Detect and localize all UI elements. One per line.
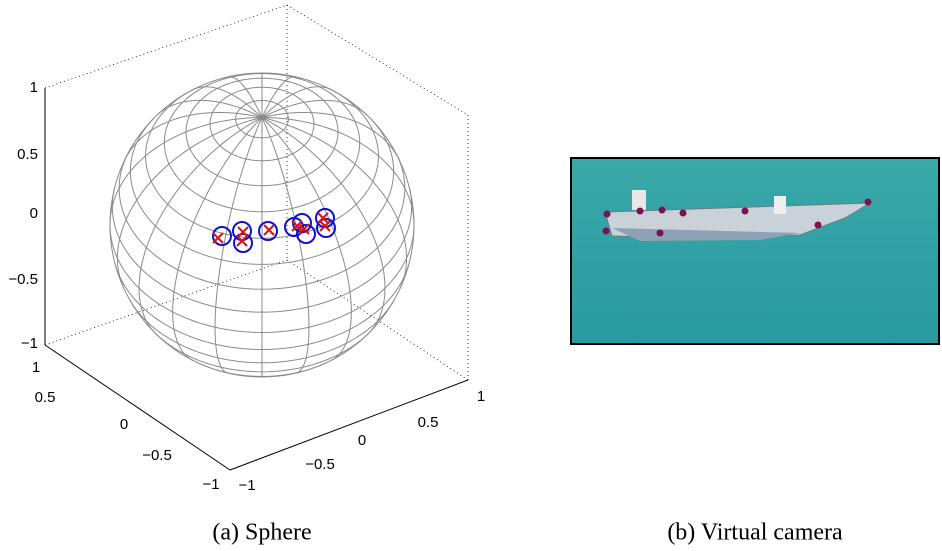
mesh-line [262, 77, 296, 118]
cross-marker [318, 213, 328, 223]
cross-marker [264, 225, 274, 235]
camera-image [571, 158, 939, 344]
tick-label: −1 [238, 477, 255, 494]
tick-label: 0.5 [418, 414, 439, 431]
mesh-line [262, 118, 351, 361]
feature-dot [603, 228, 610, 235]
cross-marker [213, 233, 223, 243]
box-edge [287, 5, 468, 115]
mesh-line [262, 266, 408, 350]
feature-dot [657, 230, 664, 237]
tick-label: 0 [30, 205, 38, 222]
person [632, 190, 646, 210]
person [774, 196, 786, 214]
mesh-line [262, 188, 412, 312]
box-edge [287, 260, 468, 380]
mesh-line [112, 188, 262, 312]
tick-label: −1 [202, 476, 219, 493]
z-tick-labels: 1 0.5 0 −0.5 −1 [8, 79, 38, 352]
feature-dot [659, 207, 666, 214]
mesh-line [262, 333, 368, 371]
x-tick-labels: 1 0.5 0 −0.5 −1 [32, 359, 220, 493]
feature-dot [637, 208, 644, 215]
mesh-line [228, 77, 262, 118]
mesh-line [262, 364, 324, 377]
tick-label: 0 [120, 416, 128, 433]
feature-dot [865, 199, 872, 206]
tick-label: 1 [32, 359, 40, 376]
y-tick-labels: −1 −0.5 0 0.5 1 [238, 388, 485, 494]
mesh-line [200, 364, 262, 377]
tick-label: 1 [30, 79, 38, 96]
tick-label: −1 [21, 335, 38, 352]
tick-label: 0.5 [35, 389, 56, 406]
caption: (b) Virtual camera [667, 520, 843, 546]
tick-label: 0.5 [17, 146, 38, 163]
tick-label: −0.5 [305, 456, 335, 473]
box-edge [45, 5, 287, 88]
feature-dot [680, 210, 687, 217]
mesh-line [116, 266, 262, 350]
observed-points [213, 209, 335, 252]
feature-dot [815, 222, 822, 229]
mesh-line [262, 119, 394, 264]
feature-dot [604, 211, 611, 218]
tick-label: −0.5 [142, 447, 172, 464]
x-axis [45, 345, 230, 470]
tick-label: 1 [477, 388, 485, 405]
mesh-line [262, 118, 309, 374]
caption: (a) Sphere [212, 520, 311, 546]
points [213, 209, 335, 252]
tick-label: −0.5 [8, 271, 38, 288]
figure: 1 0.5 0 −0.5 −1 1 0.5 0 −0.5 −1 −1 −0.5 … [0, 0, 942, 551]
tick-label: 0 [358, 432, 366, 449]
sea [571, 158, 939, 344]
mesh-line [156, 333, 262, 371]
feature-dot [742, 208, 749, 215]
